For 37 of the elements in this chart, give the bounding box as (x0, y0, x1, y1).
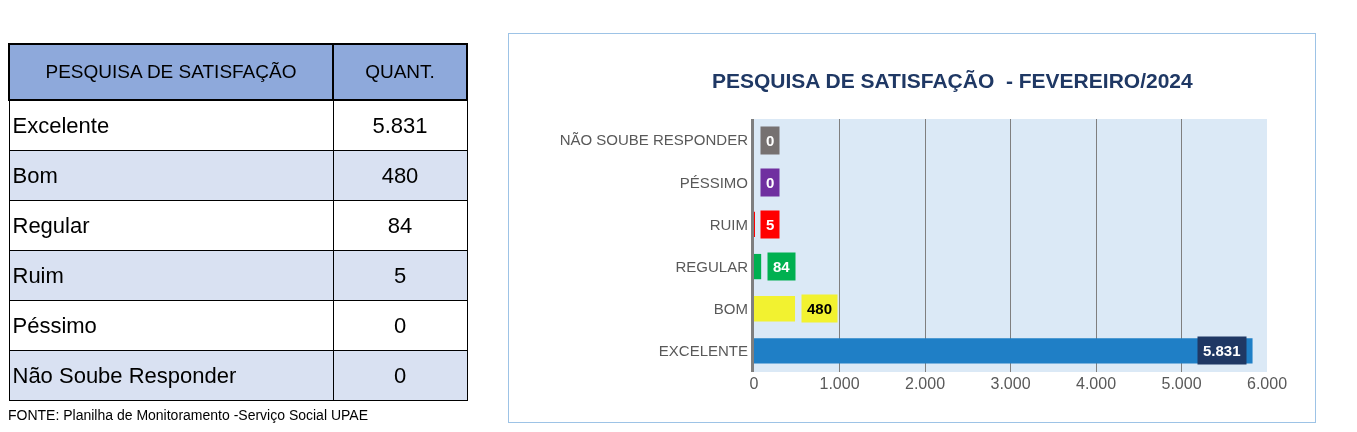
data-label: 480 (807, 300, 833, 317)
text: 84 (387, 212, 413, 238)
data-label: 84 (773, 258, 791, 275)
y-tick-label: PÉSSIMO (679, 173, 748, 191)
x-tick-label: 1.000 (819, 375, 860, 392)
x-tick-label: 3.000 (990, 375, 1031, 392)
x-tick-label: 6.000 (1246, 375, 1288, 392)
category-label: Péssimo (9, 300, 333, 351)
bar (754, 253, 762, 280)
y-tick-label: EXCELENTE (658, 342, 748, 360)
text: QUANT. (333, 44, 467, 100)
category-label: Excelente (9, 100, 333, 151)
category-label: Bom (9, 150, 333, 201)
source-note: FONTE: Planilha de Monitoramento -Serviço Social UPAE (8, 407, 369, 423)
y-tick-label: REGULAR (675, 257, 749, 275)
y-tick-label: BOM (713, 300, 748, 317)
chart-title: PESQUISA DE SATISFAÇÃO - FEVEREIRO/2024 (711, 68, 1194, 92)
x-tick-label: 2.000 (904, 375, 946, 392)
category-label: Ruim (9, 250, 333, 301)
data-label: 5.831 (1203, 342, 1241, 359)
data-label: 5 (766, 216, 775, 233)
x-tick-label: 5.000 (1161, 375, 1202, 392)
text: PESQUISA DE SATISFAÇÃO (9, 44, 333, 100)
text: 5 (393, 262, 407, 288)
bar (754, 338, 1253, 364)
data-label: 0 (766, 174, 775, 191)
data-label: 0 (766, 132, 775, 149)
text: 480 (381, 162, 419, 188)
y-tick-label: RUIM (709, 215, 748, 233)
category-label: Não Soube Responder (9, 350, 333, 401)
x-tick-label: 4.000 (1075, 375, 1117, 392)
bar (754, 296, 796, 322)
text: 5.831 (372, 112, 428, 138)
x-tick-label: 0 (749, 375, 759, 392)
category-label: Regular (9, 200, 333, 251)
text: 0 (393, 312, 407, 338)
y-tick-label: NÃO SOUBE RESPONDER (559, 131, 749, 149)
